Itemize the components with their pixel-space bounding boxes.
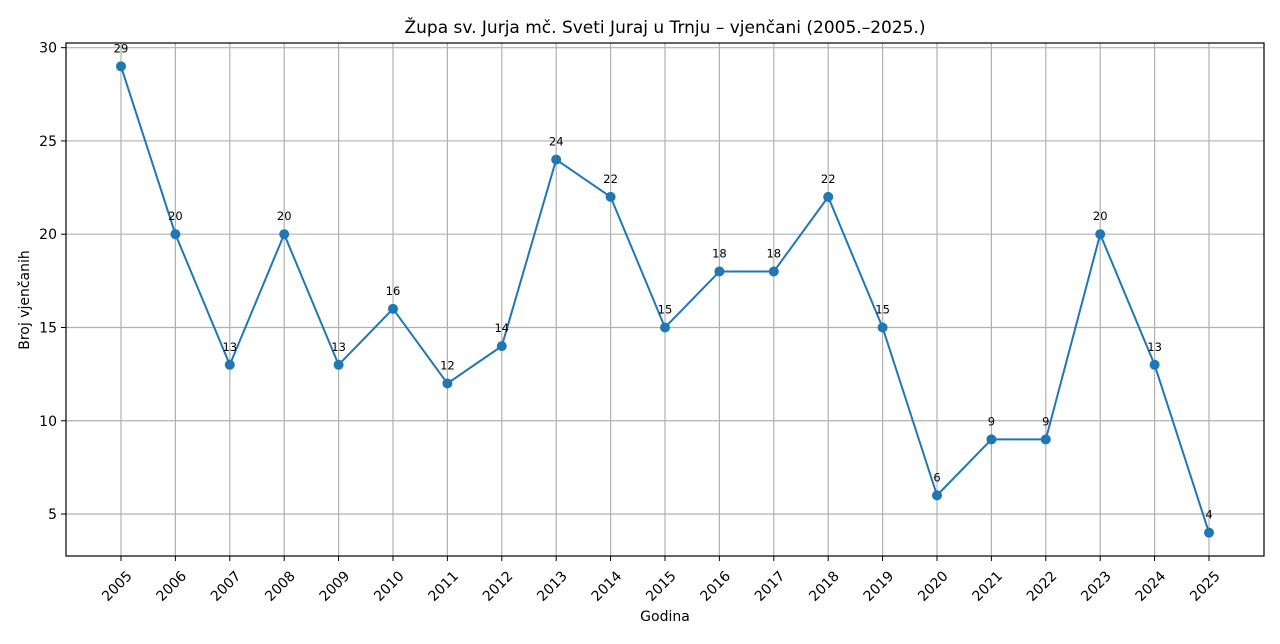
- x-tick-label: 2021: [969, 568, 1006, 605]
- x-tick-label: 2025: [1187, 568, 1224, 605]
- grid-lines: [66, 43, 1264, 556]
- x-tick-label: 2023: [1078, 568, 1115, 605]
- data-point-marker: [1149, 359, 1160, 370]
- x-tick-label: 2006: [153, 568, 190, 605]
- x-axis-label: Godina: [640, 609, 690, 625]
- y-axis-label: Broj vjenčanih: [17, 250, 33, 350]
- x-tick-label: 2022: [1024, 568, 1061, 605]
- data-label: 4: [1205, 508, 1212, 522]
- data-label: 12: [440, 358, 455, 372]
- data-point-marker: [388, 303, 398, 314]
- data-label: 14: [494, 321, 509, 335]
- x-tick-label: 2005: [99, 568, 136, 605]
- data-label: 22: [821, 172, 836, 186]
- data-point-marker: [986, 434, 997, 445]
- data-point-marker: [224, 359, 235, 370]
- data-label: 18: [712, 247, 727, 261]
- data-point-marker: [660, 322, 670, 333]
- y-tick-label: 20: [39, 227, 57, 243]
- data-label: 20: [277, 209, 292, 223]
- data-label: 6: [933, 470, 940, 484]
- data-point-marker: [1095, 229, 1106, 240]
- x-tick-label: 2009: [317, 568, 354, 605]
- x-tick-label: 2013: [534, 568, 571, 605]
- data-label: 20: [1093, 209, 1108, 223]
- x-tick-label: 2019: [861, 568, 898, 605]
- data-label: 16: [386, 284, 401, 298]
- x-tick-label: 2010: [371, 568, 408, 605]
- y-tick-label: 30: [39, 41, 57, 57]
- x-tick-label: 2018: [806, 568, 843, 605]
- x-tick-label: 2020: [915, 568, 952, 605]
- data-point-marker: [823, 191, 834, 202]
- x-tick-label: 2015: [643, 568, 680, 605]
- data-label: 18: [766, 247, 781, 261]
- data-point-marker: [170, 229, 181, 240]
- data-point-marker: [714, 266, 725, 277]
- data-label: 29: [114, 41, 129, 55]
- data-label: 15: [875, 302, 890, 316]
- data-point-marker: [768, 266, 779, 277]
- data-label: 9: [988, 414, 995, 428]
- data-point-marker: [932, 490, 942, 501]
- data-label: 13: [222, 340, 237, 354]
- data-point-marker: [1040, 434, 1051, 445]
- data-point-marker: [551, 154, 562, 165]
- data-label: 22: [603, 172, 618, 186]
- data-point-marker: [1204, 527, 1214, 538]
- x-tick-label: 2011: [425, 568, 462, 605]
- data-label: 24: [549, 135, 564, 149]
- data-point-marker: [496, 341, 507, 352]
- data-point-marker: [877, 322, 888, 333]
- y-tick-label: 25: [39, 134, 57, 150]
- data-point-marker: [116, 61, 126, 72]
- data-point-marker: [605, 191, 616, 202]
- y-tick-label: 5: [48, 507, 57, 523]
- x-tick-label: 2008: [262, 568, 299, 605]
- x-tick-label: 2014: [589, 568, 626, 605]
- data-label: 13: [331, 340, 346, 354]
- y-tick-label: 10: [39, 414, 57, 430]
- data-point-marker: [279, 229, 290, 240]
- data-label: 9: [1042, 414, 1049, 428]
- data-point-marker: [333, 359, 344, 370]
- x-tick-label: 2016: [697, 568, 734, 605]
- y-axis: 5 10 15 20 25 30: [39, 41, 66, 523]
- x-tick-label: 2007: [208, 568, 245, 605]
- x-axis: 2005 2006 2007 2008 2009 2010 2011 2012 2013 2014…: [99, 556, 1224, 605]
- data-point-marker: [442, 378, 453, 389]
- data-label: 13: [1147, 340, 1162, 354]
- data-label: 20: [168, 209, 183, 223]
- data-label: 15: [658, 302, 673, 316]
- x-tick-label: 2012: [480, 568, 517, 605]
- x-tick-label: 2024: [1133, 568, 1170, 605]
- x-tick-label: 2017: [752, 568, 789, 605]
- data-series: 29 20 13 20 13 16 12 14 24 22 15 18 18 22 15 6 9 9 20 13 4: [114, 41, 1214, 538]
- y-tick-label: 15: [39, 320, 57, 336]
- chart-title: Župa sv. Jurja mč. Sveti Juraj u Trnju –…: [404, 16, 925, 38]
